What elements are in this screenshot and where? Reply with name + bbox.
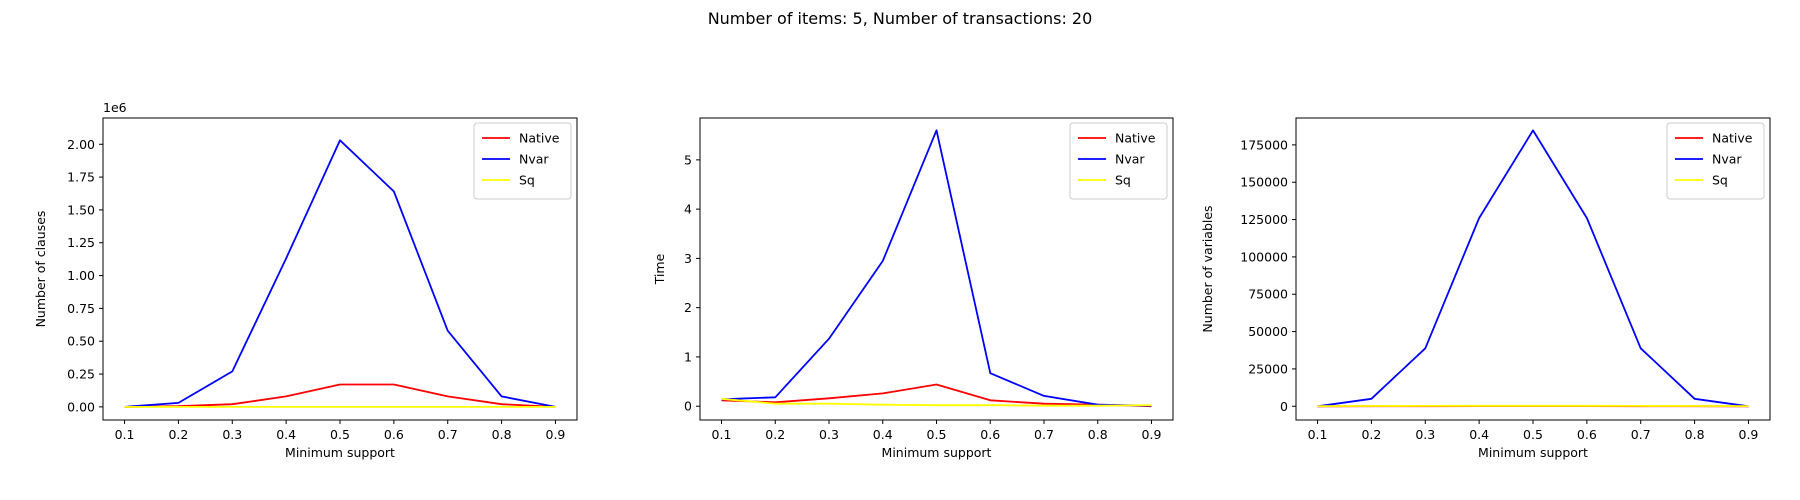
series-line-sq [721,397,1152,407]
legend-label-sq: Sq [1712,173,1728,188]
legend-label-nvar: Nvar [1115,152,1145,167]
y-tick-label: 2 [684,300,692,315]
legend-label-sq: Sq [519,173,535,188]
chart-panel-3: 0.1 0.2 0.3 0.4 0.5 0.6 0.7 0.8 0.9 0 25000 50000 75… [1200,117,1771,460]
chart-panel-2: 0.1 0.2 0.3 0.4 0.5 0.6 0.7 0.8 0.9 0 1 2 3 4 5 Minimum… [652,117,1174,460]
x-tick-label: 0.5 [1523,427,1543,442]
x-tick-label: 0.2 [1361,427,1381,442]
x-tick-label: 0.1 [1308,427,1328,442]
legend-label-nvar: Nvar [1712,152,1742,167]
legend-label-native: Native [1712,131,1753,146]
y-tick-label: 25000 [1248,361,1288,376]
y-tick-label: 150000 [1240,175,1288,190]
x-tick-label: 0.7 [438,427,458,442]
y-tick-label: 1 [684,349,692,364]
x-tick-label: 0.1 [712,427,732,442]
legend-label-sq: Sq [1115,173,1131,188]
y-tick-label: 5 [684,152,692,167]
y-tick-label: 50000 [1248,324,1288,339]
legend: Native Nvar Sq [1666,122,1765,200]
legend: Native Nvar Sq [473,122,572,200]
x-tick-label: 0.3 [222,427,242,442]
x-tick-label: 0.4 [873,427,893,442]
x-tick-label: 0.8 [1685,427,1705,442]
x-axis-label: Minimum support [882,445,992,460]
y-tick-label: 1.50 [67,202,95,217]
y-tick-label: 0.00 [67,399,95,414]
series-line-nvar [721,129,1152,407]
x-tick-label: 0.5 [330,427,350,442]
y-tick-label: 1.75 [67,170,95,185]
y-tick-label: 75000 [1248,287,1288,302]
y-tick-label: 1.00 [67,268,95,283]
y-offset-label: 1e6 [103,100,127,115]
y-tick-label: 0.75 [67,301,95,316]
legend-label-nvar: Nvar [519,152,549,167]
y-tick-label: 2.00 [67,137,95,152]
y-tick-label: 175000 [1240,137,1288,152]
legend-label-native: Native [1115,131,1156,146]
x-tick-label: 0.3 [819,427,839,442]
y-tick-label: 0 [684,399,692,414]
series-line-nvar [1317,129,1749,408]
x-tick-label: 0.6 [1577,427,1597,442]
x-tick-label: 0.9 [1739,427,1759,442]
charts: 0.1 0.2 0.3 0.4 0.5 0.6 0.7 0.8 0.90.000.250.500… [33,100,1771,460]
y-axis-label: Number of clauses [33,211,48,328]
y-tick-label: 3 [684,251,692,266]
y-tick-label: 100000 [1240,249,1288,264]
legend: Native Nvar Sq [1069,122,1168,200]
series-line-native [721,383,1152,408]
x-tick-label: 0.4 [276,427,296,442]
y-tick-label: 0 [1280,399,1288,414]
x-axis-label: Minimum support [285,445,395,460]
y-tick-label: 4 [684,202,692,217]
x-tick-label: 0.8 [492,427,512,442]
x-tick-label: 0.1 [115,427,135,442]
x-tick-label: 0.9 [546,427,566,442]
figure-title: Number of items: 5, Number of transactio… [708,9,1093,28]
x-tick-label: 0.3 [1415,427,1435,442]
x-tick-label: 0.4 [1469,427,1489,442]
y-axis-label: Number of variables [1200,205,1215,332]
x-tick-label: 0.5 [927,427,947,442]
y-tick-label: 1.25 [67,235,95,250]
chart-panel-1: 0.1 0.2 0.3 0.4 0.5 0.6 0.7 0.8 0.9 0.00 0.25 0.50 0… [33,100,578,460]
y-tick-label: 0.50 [67,334,95,349]
x-tick-label: 0.8 [1088,427,1108,442]
x-tick-label: 0.2 [765,427,785,442]
x-tick-label: 0.7 [1034,427,1054,442]
x-tick-label: 0.7 [1631,427,1651,442]
series-line-nvar [124,139,556,408]
x-tick-label: 0.6 [384,427,404,442]
x-axis-label: Minimum support [1478,445,1588,460]
y-tick-label: 125000 [1240,212,1288,227]
x-tick-label: 0.2 [168,427,188,442]
y-tick-label: 0.25 [67,367,95,382]
x-tick-label: 0.9 [1142,427,1162,442]
x-tick-label: 0.6 [980,427,1000,442]
y-axis-label: Time [652,253,667,285]
series-line-native [124,383,556,408]
legend-label-native: Native [519,131,560,146]
